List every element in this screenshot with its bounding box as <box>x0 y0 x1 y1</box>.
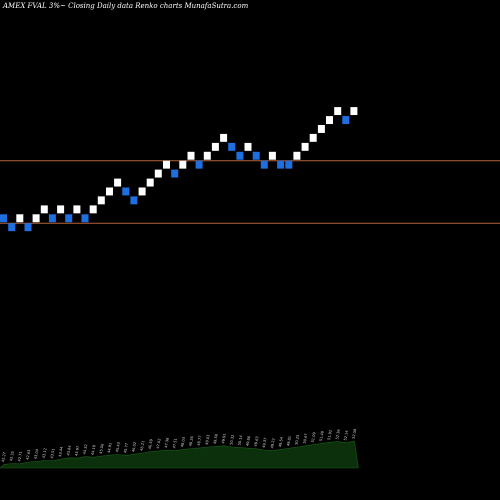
volume-area <box>0 440 359 469</box>
volume-label: 51.92 <box>327 430 333 441</box>
volume-label: 49.86 <box>246 435 252 447</box>
renko-brick-down <box>252 151 260 160</box>
volume-label: 49.58 <box>213 433 219 445</box>
volume-label: 49.54 <box>278 436 284 448</box>
renko-brick-down <box>260 160 268 169</box>
renko-brick-down <box>171 169 179 178</box>
renko-brick-down <box>8 223 16 232</box>
volume-label: 49.63 <box>254 436 260 447</box>
renko-brick-up <box>40 205 48 214</box>
renko-brick-down <box>81 214 89 223</box>
volume-label: 51.09 <box>311 431 317 443</box>
volume-label: 47.51 <box>172 438 178 449</box>
renko-brick-up <box>89 205 97 214</box>
chart-title: AMEX FVAL 3%~ Closing Daily data Renko c… <box>3 2 249 10</box>
renko-brick-down <box>277 160 285 169</box>
volume-label: 47.38 <box>164 437 170 449</box>
volume-label: 50.32 <box>229 434 235 445</box>
renko-brick-down <box>0 214 7 223</box>
renko-brick-up <box>106 187 113 196</box>
volume-label: 43.84 <box>66 444 72 456</box>
volume-label: 48.26 <box>188 435 194 447</box>
renko-brick-up <box>309 133 317 142</box>
renko-brick-up <box>244 142 252 151</box>
volume-label: 52.36 <box>335 428 341 440</box>
renko-brick-up <box>301 142 309 151</box>
renko-brick-down <box>228 142 236 151</box>
volume-label: 48.77 <box>197 435 203 446</box>
renko-brick-down <box>48 214 56 223</box>
volume-label: 49.91 <box>221 433 227 444</box>
renko-brick-up <box>187 151 195 160</box>
renko-brick-down <box>65 214 73 223</box>
renko-brick-up <box>179 160 187 169</box>
renko-brick-up <box>114 178 122 187</box>
volume-label: 49.37 <box>262 437 268 448</box>
volume-label: 50.67 <box>303 433 309 444</box>
volume-label: 42.35 <box>9 451 15 462</box>
volume-label: 42.27 <box>1 452 7 463</box>
renko-brick-down <box>342 116 350 125</box>
renko-brick-up <box>317 125 325 133</box>
volume-label: 46.02 <box>131 442 137 453</box>
renko-brick-down <box>122 187 130 196</box>
volume-label: 42.71 <box>17 451 23 462</box>
renko-brick-up <box>326 116 333 125</box>
volume-label: 45.43 <box>115 442 121 453</box>
volume-label: 50.25 <box>294 434 300 445</box>
volume-label: 45.06 <box>99 443 105 455</box>
volume-label: 43.12 <box>42 448 48 459</box>
renko-brick-down <box>195 160 203 169</box>
volume-label: 49.03 <box>205 434 211 445</box>
volume-label: 48.03 <box>180 437 186 448</box>
volume-label: 49.81 <box>286 436 292 447</box>
volume-label: 51.48 <box>319 430 325 442</box>
volume-label: 44.18 <box>91 444 97 456</box>
renko-brick-up <box>57 205 65 214</box>
volume-label: 46.59 <box>148 438 154 450</box>
volume-label: 43.51 <box>50 448 56 459</box>
volume-label: 45.77 <box>123 443 129 454</box>
volume-label: 46.21 <box>140 440 146 451</box>
volume-label: 49.22 <box>270 438 276 449</box>
renko-brick-up <box>163 160 170 169</box>
renko-brick-up <box>146 178 154 187</box>
renko-brick-up <box>211 142 219 151</box>
renko-brick-up <box>350 107 358 116</box>
volume-label: 43.04 <box>34 448 40 460</box>
volume-label: 44.32 <box>83 444 89 455</box>
renko-brick-up <box>97 196 105 205</box>
renko-brick-up <box>220 133 228 142</box>
volume-label: 43.97 <box>74 445 80 456</box>
renko-brick-up <box>73 205 81 214</box>
renko-brick-down <box>130 196 138 205</box>
renko-brick-up <box>138 187 146 196</box>
volume-label: 50.14 <box>237 434 243 446</box>
renko-brick-up <box>203 151 211 160</box>
volume-label: 52.14 <box>343 429 349 441</box>
volume-label: 47.02 <box>156 438 162 449</box>
renko-brick-down <box>236 151 244 160</box>
renko-brick-up <box>32 214 40 223</box>
volume-label: 43.44 <box>58 446 64 458</box>
renko-brick-up <box>268 151 276 160</box>
renko-brick-up <box>16 214 24 223</box>
volume-label: 42.63 <box>25 449 31 460</box>
renko-brick-up <box>154 169 162 178</box>
renko-brick-up <box>293 151 301 160</box>
renko-brick-down <box>24 223 32 232</box>
renko-brick-down <box>285 160 293 169</box>
volume-label: 52.58 <box>351 428 357 440</box>
renko-brick-up <box>334 107 342 116</box>
volume-label: 44.91 <box>107 442 113 453</box>
